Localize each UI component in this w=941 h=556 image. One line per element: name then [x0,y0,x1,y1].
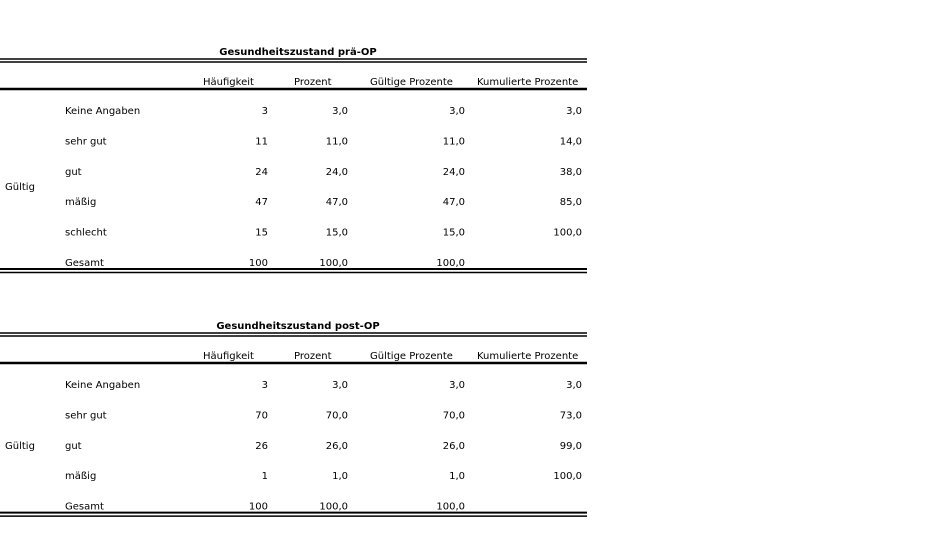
cell: 100 [249,258,268,269]
cell: 26,0 [443,441,465,452]
cell: 3,0 [332,380,348,391]
cell: 11 [255,136,268,147]
cell: 1,0 [449,471,465,482]
cell: 70,0 [443,410,465,421]
group-label: Gültig [5,182,35,193]
cell: 47 [255,197,268,208]
cell: 3,0 [566,106,582,117]
cell: 47,0 [443,197,465,208]
cell: 85,0 [560,197,582,208]
row-label: sehr gut [65,136,107,147]
cell: 15 [255,228,268,239]
cell: 100,0 [319,258,348,269]
cell: 11,0 [443,136,465,147]
row-label: Gesamt [65,502,104,513]
cell: 24,0 [443,167,465,178]
cell: 3,0 [449,106,465,117]
cell: 99,0 [560,441,582,452]
cell: 11,0 [326,136,348,147]
cell: 26 [255,441,268,452]
column-header: Kumulierte Prozente [477,351,578,362]
cell: 3 [262,106,268,117]
cell: 3,0 [332,106,348,117]
row-label: Gesamt [65,258,104,269]
cell: 100,0 [553,471,582,482]
column-header: Prozent [294,77,332,88]
row-label: sehr gut [65,410,107,421]
column-header: Gültige Prozente [370,351,453,362]
cell: 15,0 [443,228,465,239]
column-header: Prozent [294,351,332,362]
cell: 24 [255,167,268,178]
cell: 3,0 [449,380,465,391]
row-label: gut [65,167,82,178]
cell: 1 [262,471,268,482]
cell: 47,0 [326,197,348,208]
column-header: Kumulierte Prozente [477,77,578,88]
row-label: Keine Angaben [65,106,140,117]
row-label: mäßig [65,197,96,208]
column-header: Häufigkeit [203,351,254,362]
row-label: Keine Angaben [65,380,140,391]
cell: 3 [262,380,268,391]
cell: 100,0 [436,258,465,269]
group-label: Gültig [5,441,35,452]
cell: 100,0 [436,502,465,513]
cell: 24,0 [326,167,348,178]
row-label: schlecht [65,228,107,239]
cell: 26,0 [326,441,348,452]
row-label: mäßig [65,471,96,482]
table-title: Gesundheitszustand prä-OP [219,47,376,58]
cell: 1,0 [332,471,348,482]
cell: 3,0 [566,380,582,391]
table-title: Gesundheitszustand post-OP [216,321,379,332]
cell: 15,0 [326,228,348,239]
cell: 100,0 [319,502,348,513]
cell: 70,0 [326,410,348,421]
column-header: Gültige Prozente [370,77,453,88]
cell: 73,0 [560,410,582,421]
column-header: Häufigkeit [203,77,254,88]
cell: 14,0 [560,136,582,147]
cell: 70 [255,410,268,421]
row-label: gut [65,441,82,452]
cell: 100 [249,502,268,513]
cell: 100,0 [553,228,582,239]
cell: 38,0 [560,167,582,178]
